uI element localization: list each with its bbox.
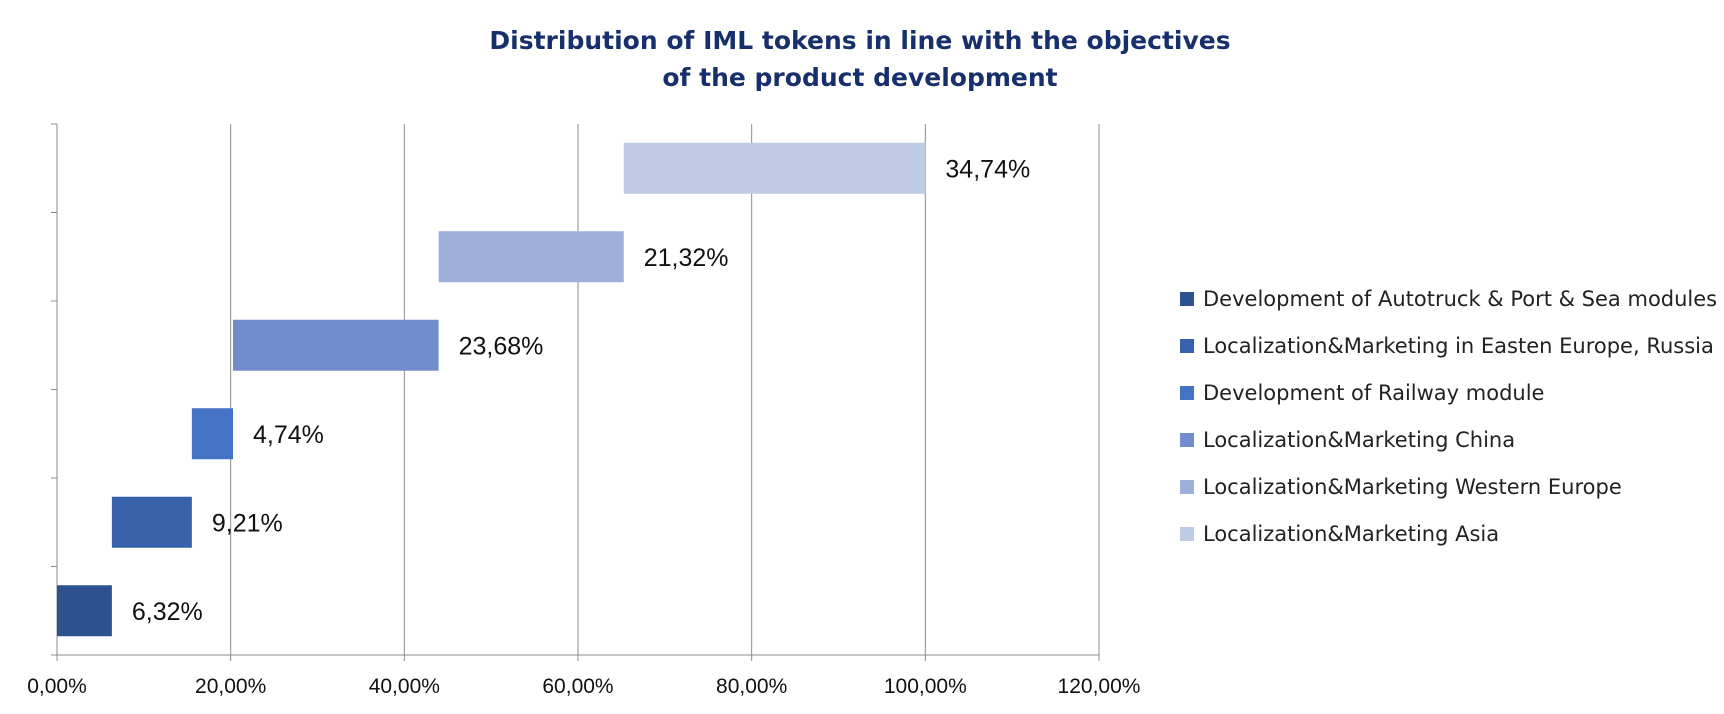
x-tick-label: 100,00% xyxy=(884,675,967,698)
legend-swatch xyxy=(1180,479,1194,494)
legend-item: Localization&Marketing China xyxy=(1180,416,1717,463)
legend-item: Development of Autotruck & Port & Sea mo… xyxy=(1180,275,1717,322)
legend-label: Localization&Marketing China xyxy=(1203,427,1516,452)
chart-legend: Development of Autotruck & Port & Sea mo… xyxy=(1180,275,1717,557)
bar xyxy=(111,496,192,548)
data-label: 6,32% xyxy=(132,598,203,626)
legend-label: Localization&Marketing in Easten Europe,… xyxy=(1203,333,1714,358)
legend-item: Localization&Marketing in Easten Europe,… xyxy=(1180,322,1717,369)
legend-swatch xyxy=(1180,432,1194,447)
bar xyxy=(233,319,439,371)
data-label: 4,74% xyxy=(253,421,324,449)
x-tick-label: 0,00% xyxy=(27,675,87,698)
legend-label: Development of Autotruck & Port & Sea mo… xyxy=(1203,286,1718,311)
x-tick-label: 40,00% xyxy=(369,675,440,698)
legend-swatch xyxy=(1180,338,1194,353)
data-label: 21,32% xyxy=(644,244,729,272)
legend-label: Localization&Marketing Asia xyxy=(1203,521,1500,546)
legend-item: Localization&Marketing Western Europe xyxy=(1180,463,1717,510)
x-tick-label: 120,00% xyxy=(1058,675,1141,698)
legend-label: Localization&Marketing Western Europe xyxy=(1203,474,1622,499)
x-tick-label: 60,00% xyxy=(542,675,613,698)
bar xyxy=(57,585,112,637)
chart-title-line-2: of the product development xyxy=(662,63,1058,92)
bar xyxy=(191,408,234,460)
x-tick-label: 20,00% xyxy=(195,675,266,698)
chart-title: Distribution of IML tokens in line with … xyxy=(310,22,1410,96)
legend-label: Development of Railway module xyxy=(1203,380,1545,405)
x-tick-label: 80,00% xyxy=(716,675,787,698)
legend-swatch xyxy=(1180,526,1194,541)
data-label: 9,21% xyxy=(212,509,283,537)
bar xyxy=(623,142,926,194)
bar xyxy=(438,231,624,283)
data-label: 34,74% xyxy=(945,155,1030,183)
legend-swatch xyxy=(1180,291,1194,306)
legend-swatch xyxy=(1180,385,1194,400)
legend-item: Localization&Marketing Asia xyxy=(1180,510,1717,557)
legend-item: Development of Railway module xyxy=(1180,369,1717,416)
chart-title-line-1: Distribution of IML tokens in line with … xyxy=(489,26,1231,55)
data-label: 23,68% xyxy=(459,332,544,360)
